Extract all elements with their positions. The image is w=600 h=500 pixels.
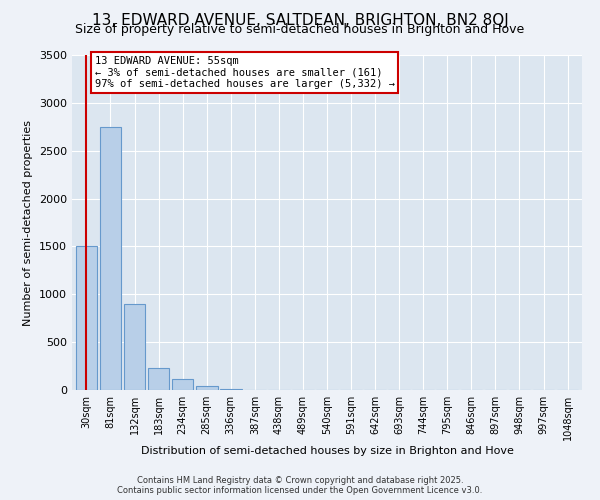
Y-axis label: Number of semi-detached properties: Number of semi-detached properties — [23, 120, 34, 326]
Bar — [172, 378, 193, 390]
Bar — [220, 389, 242, 390]
Text: 13, EDWARD AVENUE, SALTDEAN, BRIGHTON, BN2 8QJ: 13, EDWARD AVENUE, SALTDEAN, BRIGHTON, B… — [92, 12, 508, 28]
Bar — [148, 368, 169, 390]
X-axis label: Distribution of semi-detached houses by size in Brighton and Hove: Distribution of semi-detached houses by … — [140, 446, 514, 456]
Bar — [124, 304, 145, 390]
Text: Contains HM Land Registry data © Crown copyright and database right 2025.
Contai: Contains HM Land Registry data © Crown c… — [118, 476, 482, 495]
Bar — [76, 246, 97, 390]
Bar — [196, 386, 218, 390]
Text: Size of property relative to semi-detached houses in Brighton and Hove: Size of property relative to semi-detach… — [76, 22, 524, 36]
Bar — [100, 127, 121, 390]
Text: 13 EDWARD AVENUE: 55sqm
← 3% of semi-detached houses are smaller (161)
97% of se: 13 EDWARD AVENUE: 55sqm ← 3% of semi-det… — [95, 56, 395, 89]
